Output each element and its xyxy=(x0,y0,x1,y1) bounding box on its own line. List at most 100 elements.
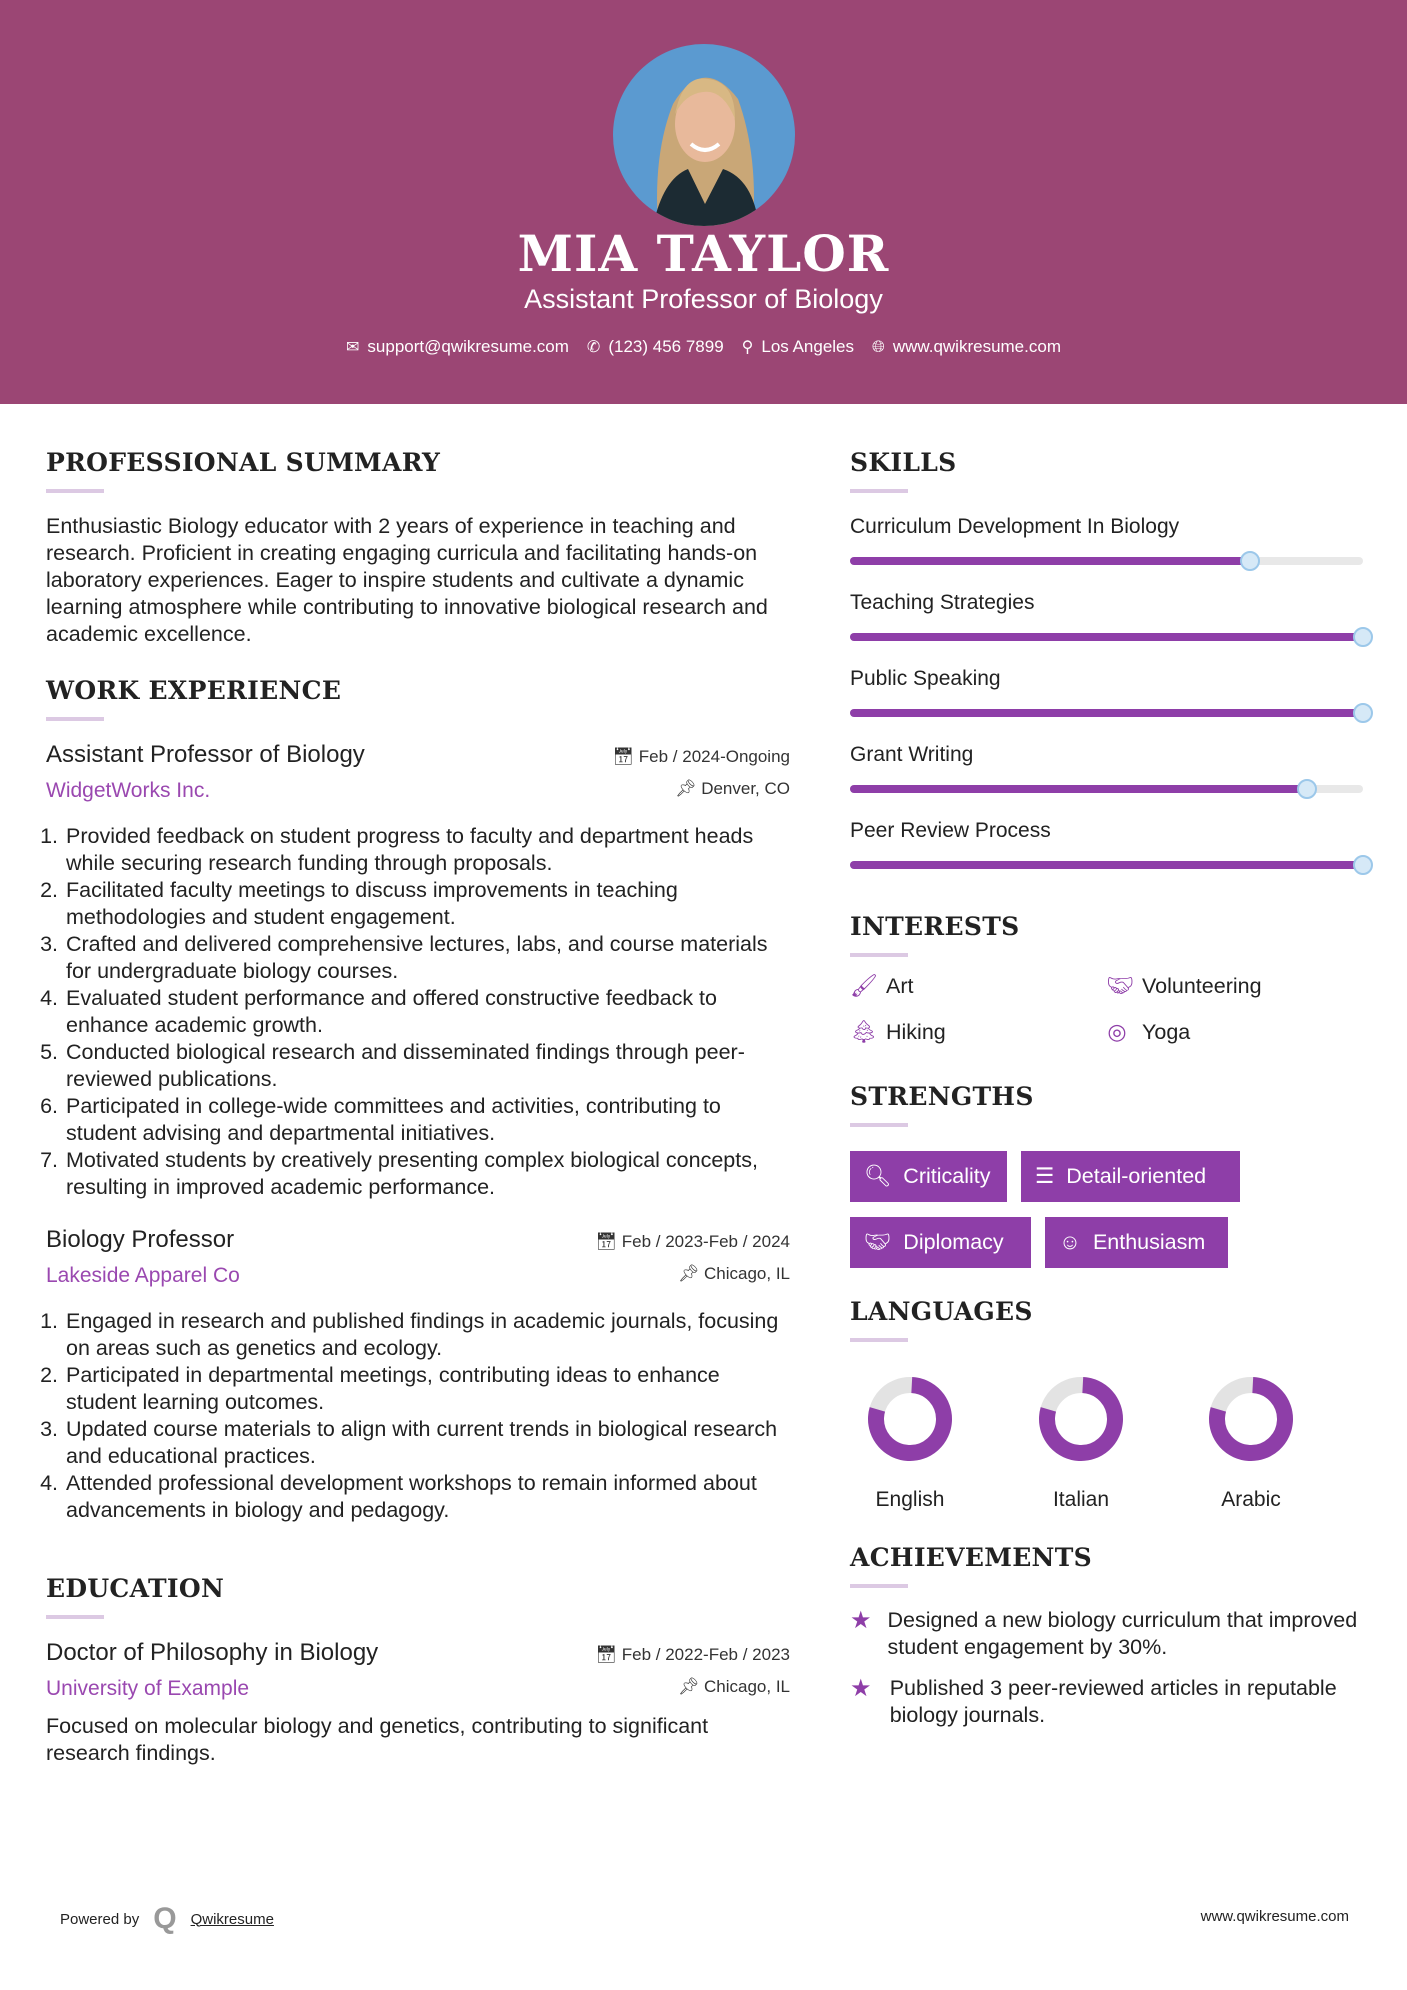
edu-location: 📌︎ Chicago, IL xyxy=(678,1677,790,1697)
achievement-text: Published 3 peer-reviewed articles in re… xyxy=(889,1676,1337,1727)
email-contact[interactable]: ✉ support@qwikresume.com xyxy=(346,337,569,357)
strength-label: Enthusiasm xyxy=(1092,1230,1206,1254)
skill-bar-fill xyxy=(850,557,1251,565)
heading-underline xyxy=(850,953,908,957)
handshake-icon: 🤝︎ xyxy=(864,1230,892,1254)
company-name: Lakeside Apparel Co xyxy=(46,1264,240,1287)
skill-label: Peer Review Process xyxy=(850,819,1051,842)
strength-label: Detail-oriented xyxy=(1066,1164,1207,1188)
footer-brand: Powered by Q Qwikresume xyxy=(60,1902,274,1936)
candidate-name: MIA TAYLOR xyxy=(517,224,890,283)
calendar-icon: 📅︎ xyxy=(595,1232,622,1251)
powered-by-text: Powered by xyxy=(60,1910,140,1928)
heading-underline xyxy=(850,1123,908,1127)
dates-text: Feb / 2023-Feb / 2024 xyxy=(621,1232,790,1251)
skill-label: Curriculum Development In Biology xyxy=(850,515,1180,538)
achievement-text: Designed a new biology curriculum that i… xyxy=(887,1608,1358,1659)
job-title: Biology Professor xyxy=(46,1226,235,1253)
heading-underline xyxy=(850,1338,908,1342)
job-entry-body: 📅︎ Feb / 2023-Feb / 2024 📌︎ Chicago, IL … xyxy=(46,1226,790,1524)
list-item: Conducted biological research and dissem… xyxy=(64,1039,790,1093)
degree: Doctor of Philosophy in Biology xyxy=(46,1639,379,1666)
donut-fill xyxy=(1209,1377,1293,1461)
dates-text: Feb / 2024-Ongoing xyxy=(638,747,790,766)
location-text: Los Angeles xyxy=(761,337,855,356)
heading-underline xyxy=(46,1615,104,1619)
star-icon: ★ xyxy=(850,1607,872,1634)
section-heading: LANGUAGES xyxy=(850,1297,1033,1326)
list-item: Provided feedback on student progress to… xyxy=(64,823,790,877)
company-name: WidgetWorks Inc. xyxy=(46,779,211,802)
location-contact: ⚲ Los Angeles xyxy=(742,337,854,357)
contact-bar: ✉ support@qwikresume.com ✆ (123) 456 7899 … xyxy=(0,337,1407,357)
language-donut xyxy=(1039,1377,1123,1461)
list-item: Engaged in research and published findin… xyxy=(64,1308,790,1362)
interests-section: INTERESTS xyxy=(850,912,1363,957)
tree-icon: 🌲︎ xyxy=(850,1019,878,1044)
skills-section: SKILLS Curriculum Development In Biology… xyxy=(850,448,1373,895)
list-item: Attended professional development worksh… xyxy=(64,1470,790,1524)
job-entry: 📅︎ Feb / 2023-Feb / 2024 📌︎ Chicago, IL … xyxy=(46,1226,790,1524)
star-icon: ★ xyxy=(850,1675,872,1702)
job-location: 📌︎ Denver, CO xyxy=(675,779,790,799)
location-text: Chicago, IL xyxy=(704,1264,790,1283)
profile-photo xyxy=(613,44,795,226)
interest-art: 🖌︎ Art xyxy=(850,973,913,999)
section-heading: ACHIEVEMENTS xyxy=(850,1543,1092,1572)
strength-tag: ☰ Detail-oriented xyxy=(1021,1151,1240,1202)
skill-bar-fill xyxy=(850,709,1363,717)
phone-contact[interactable]: ✆ (123) 456 7899 xyxy=(587,337,724,357)
qwikresume-logo-icon: Q xyxy=(153,1902,177,1935)
languages-section: LANGUAGES xyxy=(850,1297,1363,1342)
heading-underline xyxy=(850,489,908,493)
phone-text: (123) 456 7899 xyxy=(608,337,724,356)
calendar-icon: 📅︎ xyxy=(612,747,639,766)
location-text: Chicago, IL xyxy=(704,1677,790,1696)
skill-label: Public Speaking xyxy=(850,667,1001,690)
email-text: support@qwikresume.com xyxy=(367,337,569,356)
paintbrush-icon: 🖌︎ xyxy=(850,973,878,998)
language-item: Italian xyxy=(1021,1374,1141,1512)
interest-yoga: ◎ Yoga xyxy=(1106,1019,1190,1045)
heading-underline xyxy=(46,717,104,721)
skill-label: Grant Writing xyxy=(850,743,974,766)
skill-bar-knob xyxy=(1240,551,1261,571)
language-item: Arabic xyxy=(1191,1374,1311,1512)
section-heading: EDUCATION xyxy=(46,1574,225,1603)
list-item: Facilitated faculty meetings to discuss … xyxy=(64,877,790,931)
dates-text: Feb / 2022-Feb / 2023 xyxy=(621,1645,790,1664)
skill-bar-fill xyxy=(850,785,1307,793)
candidate-title: Assistant Professor of Biology xyxy=(524,284,883,314)
website-contact[interactable]: 🌐︎ www.qwikresume.com xyxy=(872,337,1061,357)
summary-section: PROFESSIONAL SUMMARY Enthusiastic Biolog… xyxy=(46,448,790,648)
language-donut xyxy=(1209,1377,1293,1461)
strength-label: Diplomacy xyxy=(903,1230,1004,1254)
skill-item: Grant Writing xyxy=(850,743,1363,819)
footer-website[interactable]: www.qwikresume.com xyxy=(1200,1908,1349,1925)
skill-item: Teaching Strategies xyxy=(850,591,1373,667)
skill-bar xyxy=(850,779,1363,799)
interest-volunteering: 🤝︎ Volunteering xyxy=(1106,973,1262,999)
language-donut xyxy=(868,1377,952,1461)
skill-bar-fill xyxy=(850,861,1363,869)
skill-bar xyxy=(850,703,1373,723)
lifering-icon: ◎ xyxy=(1107,1019,1127,1044)
strength-label: Criticality xyxy=(903,1164,991,1188)
brand-link[interactable]: Qwikresume xyxy=(190,1910,274,1928)
edu-dates: 📅︎ Feb / 2022-Feb / 2023 xyxy=(595,1645,790,1665)
skill-bar-knob xyxy=(1296,779,1317,799)
pin-icon: 📌︎ xyxy=(677,1264,704,1283)
language-item: English xyxy=(850,1374,970,1512)
skill-item: Public Speaking xyxy=(850,667,1373,743)
website-text: www.qwikresume.com xyxy=(892,337,1061,356)
skill-bar xyxy=(850,855,1373,875)
header: MIA TAYLOR Assistant Professor of Biolog… xyxy=(0,0,1407,404)
skills-list: Curriculum Development In Biology Teachi… xyxy=(850,515,1373,895)
education-section: EDUCATION 📅︎ Feb / 2022-Feb / 2023 📌︎ Ch… xyxy=(46,1574,790,1767)
phone-icon: ✆ xyxy=(586,339,601,356)
job-entry: 📅︎ Feb / 2024-Ongoing 📌︎ Denver, CO Assi… xyxy=(46,741,790,1201)
list-item: Participated in college-wide committees … xyxy=(64,1093,790,1147)
skill-bar-fill xyxy=(850,633,1363,641)
list-item: Motivated students by creatively present… xyxy=(64,1147,790,1201)
school-name: University of Example xyxy=(46,1677,250,1700)
